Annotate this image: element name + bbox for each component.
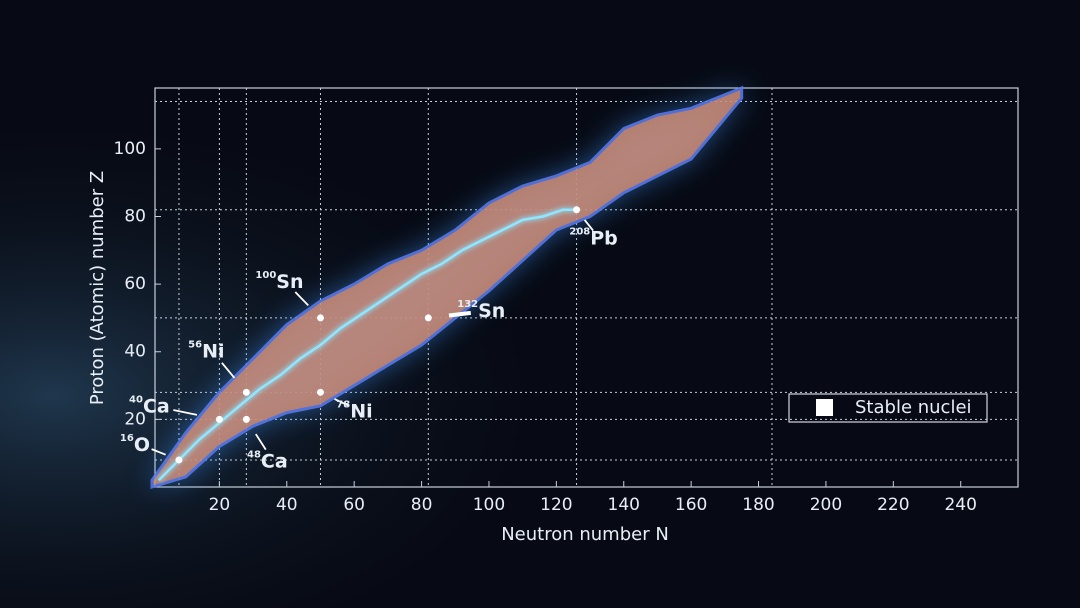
y-tick-label: 100: [114, 139, 146, 159]
nuclide-label: 132Sn: [457, 299, 505, 322]
legend-label: Stable nuclei: [855, 397, 972, 418]
legend-box: [788, 393, 988, 423]
arrow: [255, 433, 267, 451]
mass-number: 132: [457, 299, 478, 310]
y-tick-label: 80: [124, 206, 146, 226]
nuclide-dot: [424, 314, 432, 322]
arrow: [294, 291, 309, 306]
x-tick-label: 140: [608, 495, 640, 515]
mass-number: 208: [569, 227, 590, 238]
element-symbol: Sn: [276, 270, 303, 292]
x-axis-title: Neutron number N: [501, 524, 669, 545]
nuclide-label: 48Ca: [247, 449, 288, 472]
arrow: [583, 219, 594, 232]
y-tick-label: 40: [124, 342, 146, 362]
x-tick-label: 100: [473, 495, 505, 515]
y-axis-title: Proton (Atomic) number Z: [87, 171, 108, 405]
element-symbol: O: [134, 433, 150, 455]
y-tick-label: 60: [124, 274, 146, 294]
plot-area: [150, 85, 1019, 490]
mass-number: 16: [120, 433, 134, 444]
element-symbol: Ca: [143, 395, 170, 417]
element-symbol: Pb: [590, 227, 618, 249]
element-symbol: Ni: [350, 400, 372, 422]
x-tick-label: 20: [209, 495, 231, 515]
stable-line: [157, 208, 577, 482]
x-tick-label: 60: [343, 495, 365, 515]
nuclide-dot: [215, 415, 223, 423]
mass-number: 78: [336, 399, 350, 410]
arrow: [334, 398, 350, 407]
y-tick-label: 20: [124, 409, 146, 429]
nuclide-dot: [316, 314, 324, 322]
element-symbol: Ca: [261, 450, 288, 472]
arrow: [221, 362, 236, 379]
arrow: [448, 310, 472, 318]
nuclide-label: 208Pb: [569, 227, 617, 250]
x-tick-label: 160: [675, 495, 707, 515]
mass-number: 48: [247, 449, 261, 460]
x-tick-label: 180: [742, 495, 774, 515]
x-tick-label: 120: [540, 495, 572, 515]
nuclide-label: 40Ca: [129, 394, 170, 417]
nuclide-label: 56Ni: [188, 339, 224, 362]
nuclide-dot: [175, 456, 183, 464]
nuclide-label: 16O: [120, 433, 150, 456]
nuclide-dot: [573, 206, 581, 214]
nuclide-label: 78Ni: [336, 399, 372, 422]
x-tick-label: 220: [877, 495, 909, 515]
x-tick-label: 240: [944, 495, 976, 515]
element-symbol: Ni: [202, 340, 224, 362]
plot-frame: [154, 87, 1019, 488]
nuclide-band: [150, 85, 744, 490]
x-tick-label: 40: [276, 495, 298, 515]
element-symbol: Sn: [478, 299, 505, 321]
nuclide-label: 100Sn: [255, 270, 303, 293]
x-tick-label: 80: [411, 495, 433, 515]
arrow: [173, 409, 198, 416]
nuclide-dot: [316, 388, 324, 396]
nuclide-dot: [242, 388, 250, 396]
legend-swatch: [816, 399, 833, 416]
nuclide-dot: [242, 415, 250, 423]
mass-number: 56: [188, 339, 202, 350]
mass-number: 100: [255, 270, 276, 281]
arrow: [151, 448, 166, 456]
mass-number: 40: [129, 394, 143, 405]
x-tick-label: 200: [810, 495, 842, 515]
